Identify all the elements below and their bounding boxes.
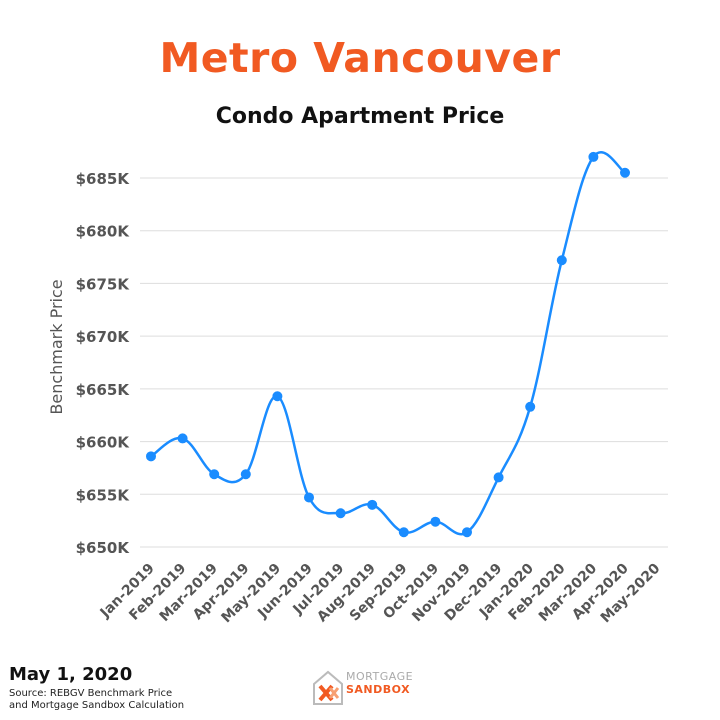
publish-date: May 1, 2020 [9, 664, 133, 685]
source-line-2: and Mortgage Sandbox Calculation [9, 700, 185, 711]
data-point [398, 527, 409, 538]
data-point [493, 472, 504, 483]
data-point [240, 469, 251, 480]
y-axis-label: Benchmark Price [47, 279, 66, 414]
y-tick-label: $660K [76, 434, 131, 452]
y-tick-label: $675K [76, 275, 131, 293]
data-point [304, 492, 314, 503]
house-icon [313, 670, 343, 705]
chart-title: Metro Vancouver [159, 34, 561, 82]
data-point [588, 151, 599, 162]
logo-text-top: MORTGAGE [346, 670, 414, 683]
chart-subtitle: Condo Apartment Price [215, 104, 505, 129]
x-axis-ticks: Jan-2019Feb-2019Mar-2019Apr-2019May-2019… [97, 560, 664, 626]
source-line-1: Source: REBGV Benchmark Price [9, 688, 173, 699]
data-point [367, 499, 378, 510]
data-point [462, 527, 472, 538]
source-note: Source: REBGV Benchmark Price and Mortga… [9, 688, 229, 712]
logo-text-bottom: SANDBOX [346, 683, 411, 696]
y-tick-label: $665K [76, 381, 131, 399]
series-line [150, 151, 626, 536]
y-axis-ticks: $650K $655K $660K $665K $670K $675K $680K $685K [76, 170, 131, 557]
line-chart: $650K $655K $660K $665K $670K $675K $680K $685K… [47, 151, 668, 626]
mortgage-sandbox-logo: MORTGAGE SANDBOX [312, 664, 422, 708]
data-point [525, 401, 536, 412]
data-point [335, 508, 346, 519]
data-point [556, 255, 567, 266]
data-point [146, 451, 156, 462]
y-tick-label: $685K [76, 170, 131, 188]
data-point [209, 469, 220, 480]
data-points [146, 151, 630, 538]
y-tick-label: $670K [76, 328, 131, 346]
grid-lines [140, 177, 668, 548]
data-point [272, 391, 283, 402]
y-tick-label: $655K [76, 486, 131, 504]
y-tick-label: $680K [76, 223, 131, 241]
data-point [177, 433, 188, 444]
data-point [620, 167, 630, 178]
data-point [430, 516, 441, 527]
y-tick-label: $650K [76, 539, 131, 557]
